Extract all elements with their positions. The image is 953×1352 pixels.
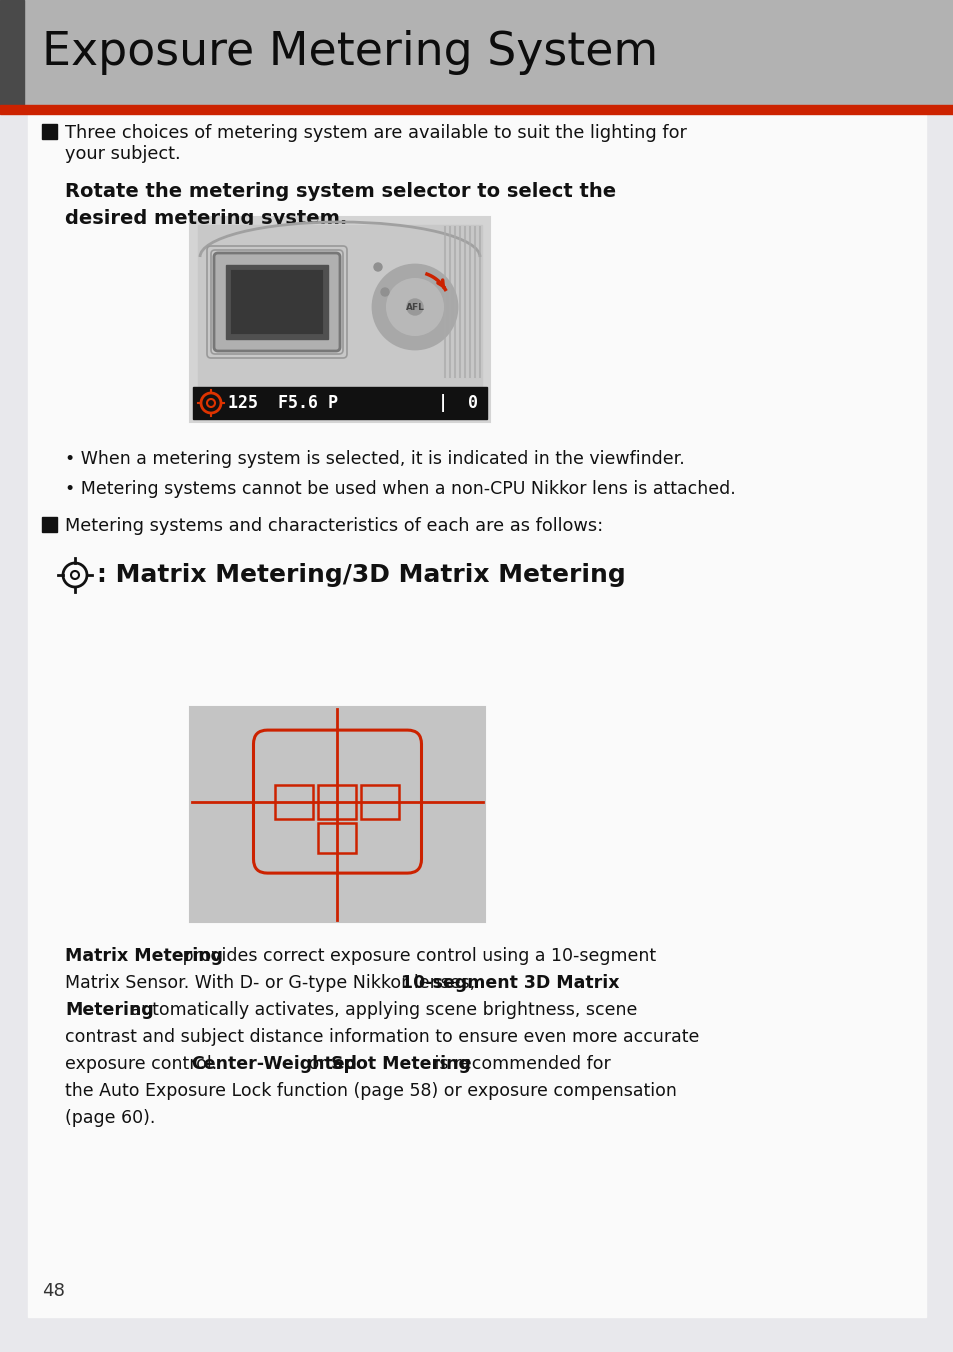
Circle shape: [387, 279, 442, 335]
Bar: [193, 387, 486, 419]
Bar: [226, 265, 328, 339]
Text: or: or: [303, 1055, 333, 1073]
Bar: [318, 822, 356, 853]
Text: automatically activates, applying scene brightness, scene: automatically activates, applying scene …: [125, 1000, 637, 1019]
Bar: [42, 124, 57, 139]
Bar: [42, 516, 57, 531]
Text: AFL: AFL: [405, 303, 424, 311]
Text: 48: 48: [42, 1282, 65, 1301]
Circle shape: [374, 264, 381, 270]
Bar: [0, 0, 24, 105]
Text: exposure control.: exposure control.: [65, 1055, 222, 1073]
Text: • When a metering system is selected, it is indicated in the viewfinder.: • When a metering system is selected, it…: [65, 450, 684, 468]
Text: Three choices of metering system are available to suit the lighting for: Three choices of metering system are ava…: [65, 124, 686, 142]
Bar: [361, 784, 399, 818]
Text: contrast and subject distance information to ensure even more accurate: contrast and subject distance informatio…: [65, 1028, 699, 1046]
Bar: [0, 0, 953, 105]
Text: Center-Weighted: Center-Weighted: [191, 1055, 356, 1073]
Text: desired metering system.: desired metering system.: [65, 210, 347, 228]
Bar: [190, 707, 484, 922]
Text: Rotate the metering system selector to select the: Rotate the metering system selector to s…: [65, 183, 616, 201]
Bar: [232, 270, 322, 333]
Text: Matrix Metering: Matrix Metering: [65, 946, 223, 965]
Text: Matrix Sensor. With D- or G-type Nikkor lenses,: Matrix Sensor. With D- or G-type Nikkor …: [65, 973, 480, 992]
Text: your subject.: your subject.: [65, 145, 180, 164]
Text: : Matrix Metering/3D Matrix Metering: : Matrix Metering/3D Matrix Metering: [97, 562, 625, 587]
Circle shape: [407, 299, 422, 315]
Text: 10-segment 3D Matrix: 10-segment 3D Matrix: [400, 973, 618, 992]
Text: the Auto Exposure Lock function (page 58) or exposure compensation: the Auto Exposure Lock function (page 58…: [65, 1082, 677, 1101]
FancyBboxPatch shape: [213, 253, 339, 352]
Text: 125  F5.6 P          |  0: 125 F5.6 P | 0: [228, 393, 477, 412]
Text: Metering: Metering: [65, 1000, 153, 1019]
Bar: [318, 784, 356, 818]
Text: (page 60).: (page 60).: [65, 1109, 155, 1128]
Text: • Metering systems cannot be used when a non-CPU Nikkor lens is attached.: • Metering systems cannot be used when a…: [65, 480, 735, 498]
Circle shape: [380, 288, 389, 296]
Text: Exposure Metering System: Exposure Metering System: [42, 30, 658, 74]
Bar: [28, 114, 925, 1317]
Circle shape: [373, 265, 456, 349]
Bar: [198, 224, 481, 387]
Text: provides correct exposure control using a 10-segment: provides correct exposure control using …: [177, 946, 656, 965]
Text: Metering systems and characteristics of each are as follows:: Metering systems and characteristics of …: [65, 516, 602, 535]
Text: is recommended for: is recommended for: [429, 1055, 610, 1073]
Bar: [275, 784, 314, 818]
Bar: [0, 105, 953, 114]
Text: Spot Metering: Spot Metering: [331, 1055, 471, 1073]
Bar: [190, 218, 490, 422]
